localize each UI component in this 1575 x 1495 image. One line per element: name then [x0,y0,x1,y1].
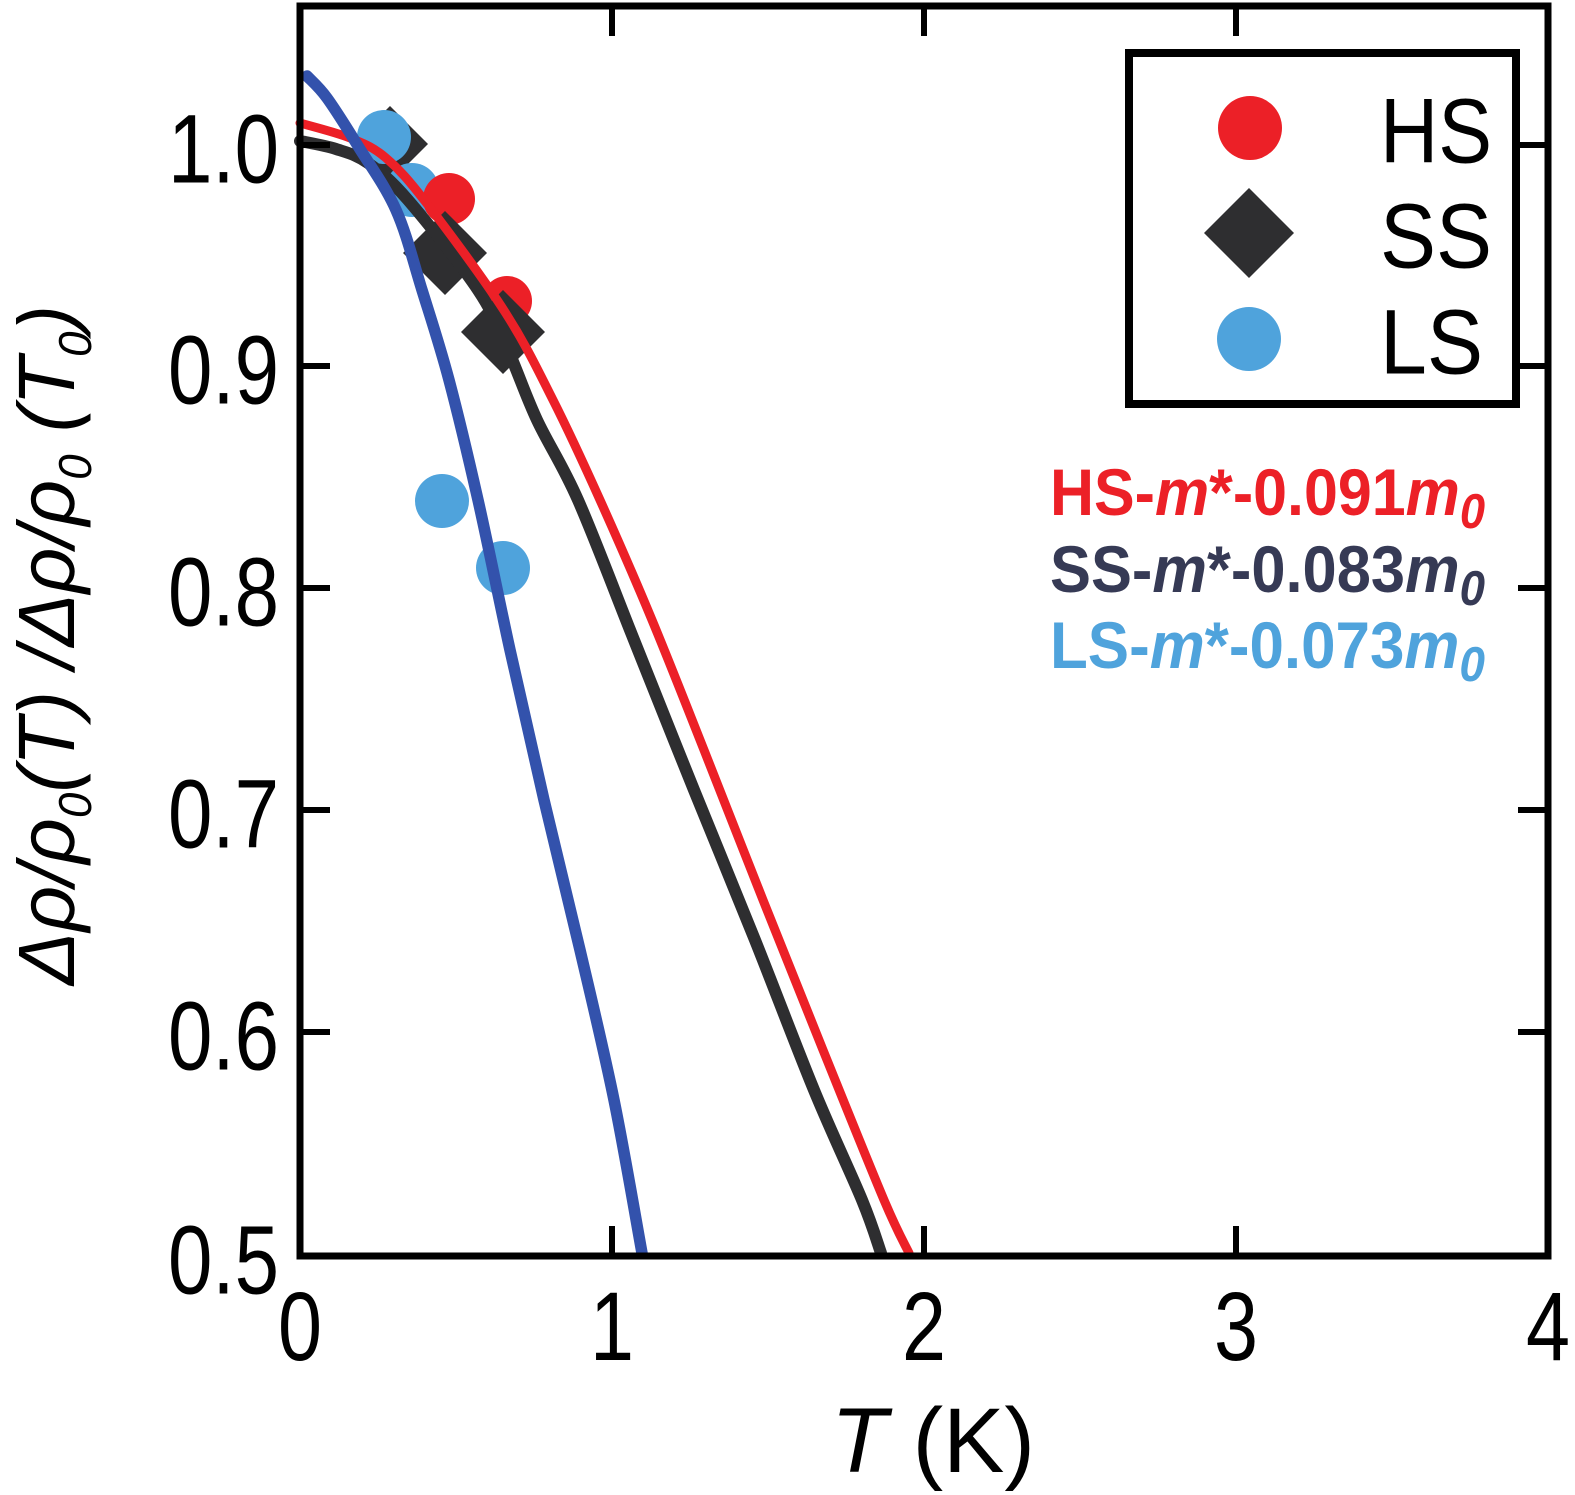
svg-text:3: 3 [1214,1272,1258,1381]
svg-text:SS: SS [1380,186,1492,288]
svg-text:1: 1 [590,1272,634,1381]
svg-text:1.0: 1.0 [168,94,279,203]
svg-text:LS: LS [1380,292,1483,394]
svg-text:HS-m*-0.091m0: HS-m*-0.091m0 [1050,455,1485,539]
svg-text:0.5: 0.5 [168,1205,279,1314]
svg-text:SS-m*-0.083m0: SS-m*-0.083m0 [1050,532,1485,616]
svg-text:Δρ/ρ0(T) /Δρ/ρ0 (T0): Δρ/ρ0(T) /Δρ/ρ0 (T0) [2,305,101,987]
svg-text:0.7: 0.7 [168,759,279,868]
svg-text:0.6: 0.6 [168,981,279,1090]
svg-text:HS: HS [1380,81,1492,183]
svg-text:LS-m*-0.073m0: LS-m*-0.073m0 [1050,608,1485,692]
svg-text:0.8: 0.8 [168,537,279,646]
svg-text:0: 0 [278,1272,322,1381]
svg-text:4: 4 [1526,1272,1570,1381]
svg-text:2: 2 [902,1272,946,1381]
svg-text:0.9: 0.9 [168,315,279,424]
svg-text:T (K): T (K) [831,1390,1035,1492]
